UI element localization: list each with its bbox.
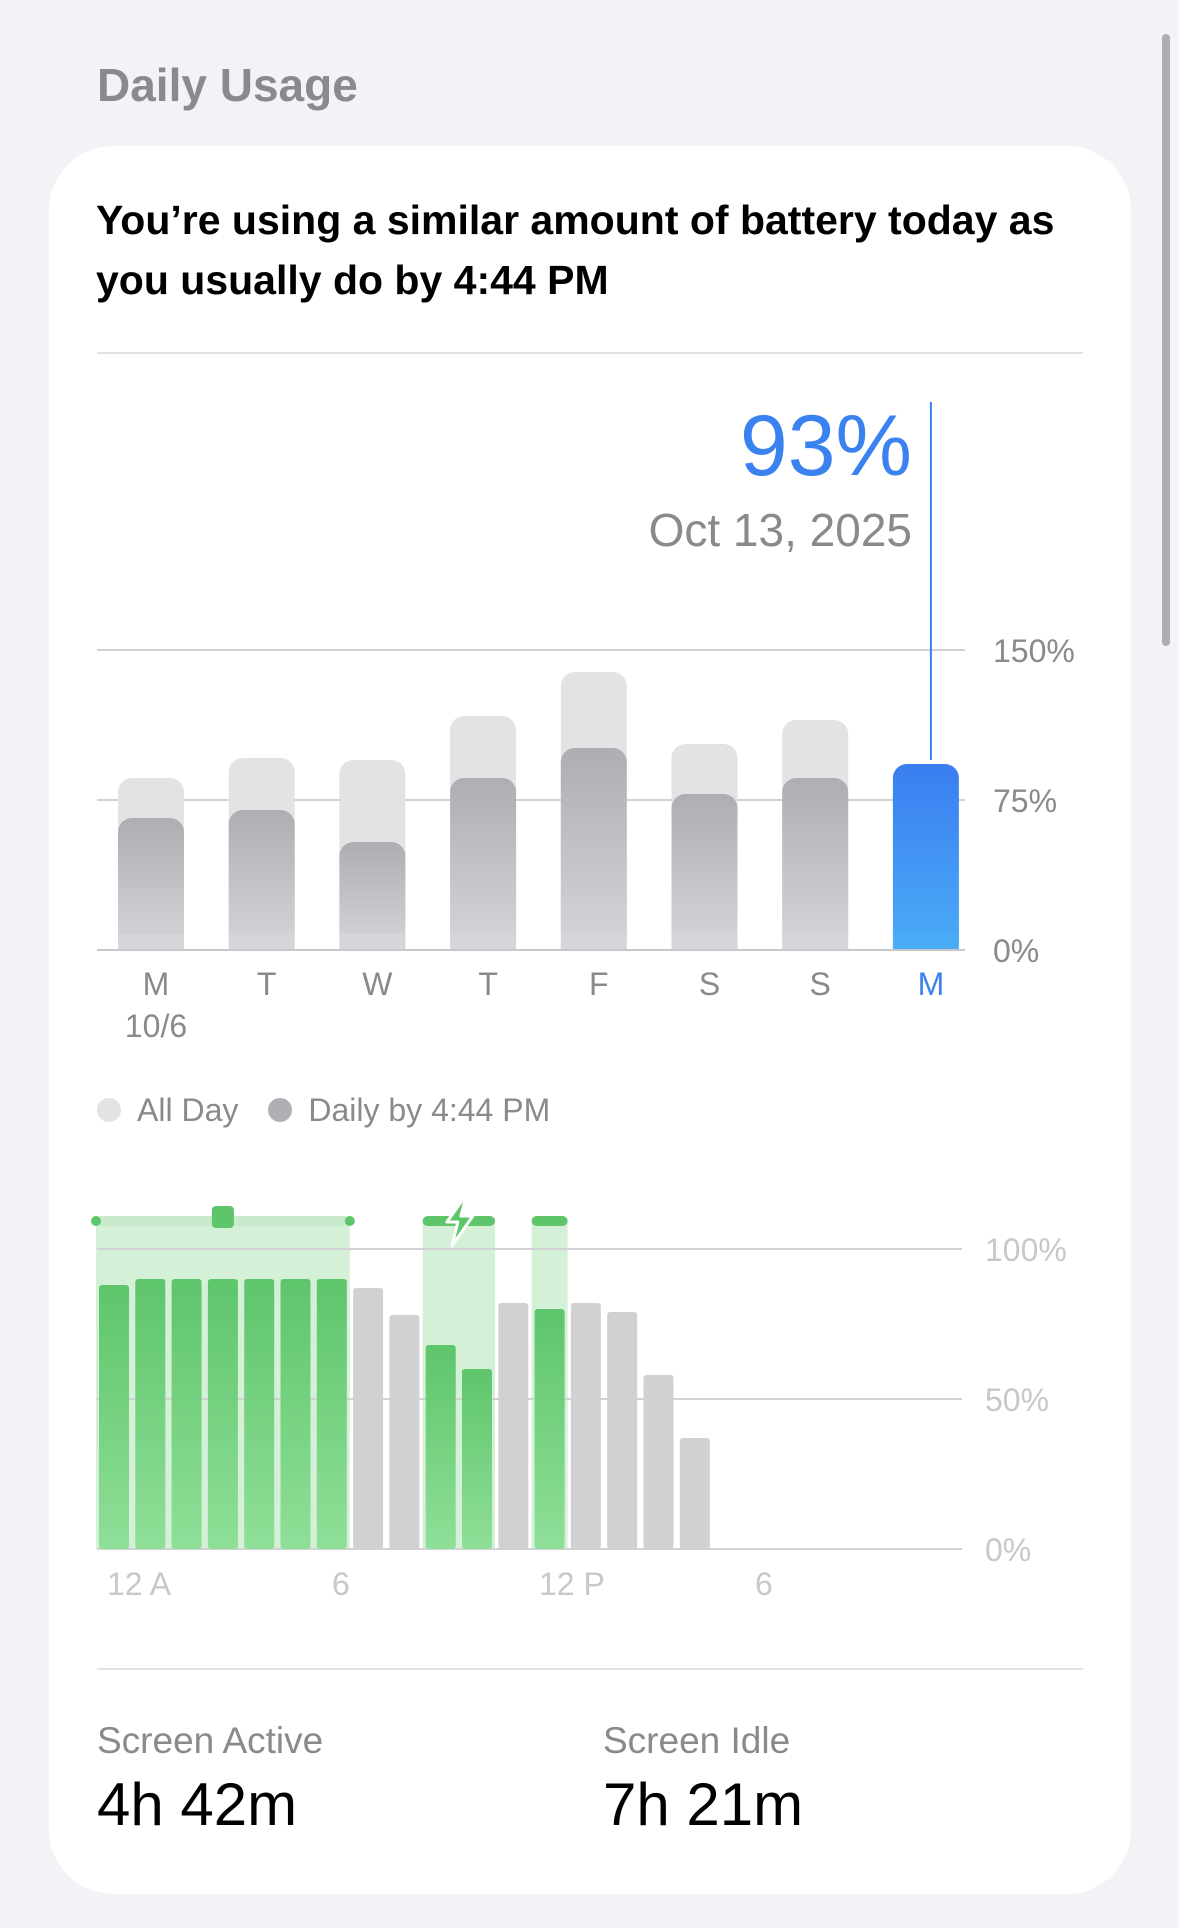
bar-base xyxy=(450,934,517,950)
bar-base xyxy=(228,934,295,950)
x-tick-label: M xyxy=(918,966,945,1002)
screen-active-value: 4h 42m xyxy=(97,1771,298,1838)
bar-daily-by xyxy=(228,810,295,950)
bar-base xyxy=(118,934,184,950)
legend-item-daily-by: Daily by 4:44 PM xyxy=(268,1092,550,1129)
bar-daily-by xyxy=(782,778,849,950)
selected-date: Oct 13, 2025 xyxy=(648,504,912,556)
bar-base xyxy=(782,934,849,950)
divider xyxy=(97,352,1083,354)
bar-daily-by xyxy=(450,778,517,950)
daily-usage-card xyxy=(49,146,1131,1894)
divider xyxy=(97,1668,1083,1670)
usage-headline: You’re using a similar amount of battery… xyxy=(96,197,1055,303)
y-tick-label: 150% xyxy=(993,633,1075,669)
legend-label: Daily by 4:44 PM xyxy=(308,1091,551,1128)
bar-base xyxy=(339,934,406,950)
screen-active-label: Screen Active xyxy=(97,1720,324,1761)
scrollbar[interactable] xyxy=(1162,34,1170,646)
bar-daily-by xyxy=(671,794,738,950)
x-tick-label: S xyxy=(810,966,831,1002)
bar-base xyxy=(560,934,627,950)
selected-percent: 93% xyxy=(739,398,912,494)
bar-base xyxy=(671,934,738,950)
legend-dot xyxy=(97,1098,121,1122)
bar-daily-by xyxy=(118,818,184,950)
x-tick-label: M xyxy=(143,966,170,1002)
screen-idle-label: Screen Idle xyxy=(603,1720,791,1761)
x-tick-label: S xyxy=(699,966,720,1002)
weekly-usage-chart[interactable]: 150% 75% 0% M 10/6 T W T F S S M xyxy=(0,0,1179,1060)
x-tick-label: F xyxy=(589,966,609,1002)
x-tick-label: T xyxy=(257,966,277,1002)
x-tick-label: W xyxy=(362,966,393,1002)
screen-idle-value: 7h 21m xyxy=(603,1771,804,1838)
bar-selected xyxy=(892,764,959,950)
legend-label: All Day xyxy=(137,1091,239,1128)
y-tick-label: 0% xyxy=(993,933,1039,969)
legend-dot xyxy=(268,1098,293,1122)
x-tick-label: T xyxy=(478,966,498,1002)
section-title: Daily Usage xyxy=(97,59,358,111)
bar-daily-by xyxy=(339,842,406,950)
bar-daily-by xyxy=(560,748,627,950)
legend-item-all-day: All Day xyxy=(97,1092,238,1129)
chart-legend: All Day Daily by 4:44 PM xyxy=(97,1088,580,1132)
y-tick-label: 75% xyxy=(993,783,1057,819)
bar-selected-base xyxy=(892,934,959,950)
x-tick-sublabel: 10/6 xyxy=(125,1008,187,1044)
